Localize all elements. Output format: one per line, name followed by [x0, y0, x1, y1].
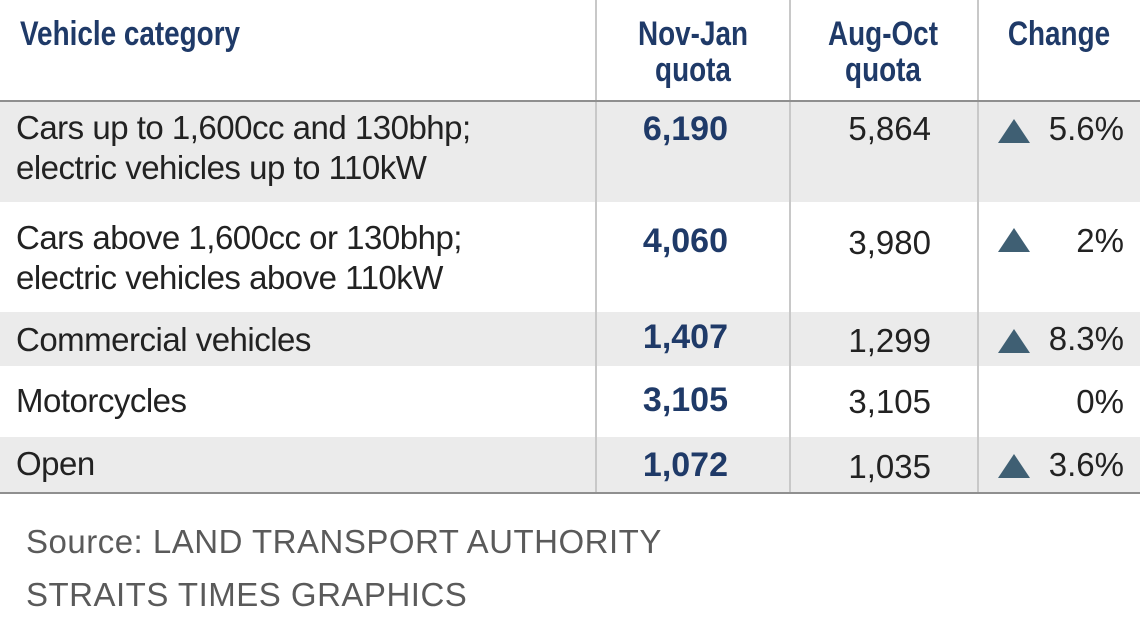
change-value: 2%: [1076, 222, 1124, 259]
quota-table: Vehicle category Nov-Jan quota Aug-Oct q…: [0, 0, 1140, 494]
row-stripe: [0, 102, 1140, 202]
row-category-line2: electric vehicles above 110kW: [16, 259, 443, 296]
change-value: 0%: [1076, 383, 1124, 420]
row-category-line1: Cars above 1,600cc or 130bhp;: [16, 219, 462, 256]
aug-oct-value: 1,035: [848, 448, 931, 485]
row-category-line1: Commercial vehicles: [16, 321, 311, 358]
change-value: 3.6%: [1048, 446, 1124, 483]
nov-jan-value: 1,072: [642, 446, 728, 484]
nov-jan-value: 4,060: [642, 222, 728, 260]
change-value: 5.6%: [1048, 110, 1124, 147]
column-divider: [595, 0, 597, 494]
aug-oct-value: 3,980: [848, 224, 931, 261]
column-divider: [977, 0, 979, 494]
aug-oct-value: 1,299: [848, 322, 931, 359]
source-credit: Source: LAND TRANSPORT AUTHORITY: [26, 523, 662, 560]
aug-oct-value: 5,864: [848, 110, 931, 147]
row-category-line2: electric vehicles up to 110kW: [16, 149, 427, 186]
nov-jan-value: 3,105: [642, 381, 728, 419]
row-stripe: [0, 437, 1140, 492]
header-rule: [0, 100, 1140, 102]
change-value: 8.3%: [1048, 320, 1124, 357]
row-category: Open: [16, 444, 586, 484]
row-category-line1: Cars up to 1,600cc and 130bhp;: [16, 109, 471, 146]
up-triangle-icon: [998, 119, 1030, 143]
up-triangle-icon: [998, 454, 1030, 478]
table-bottom-rule: [0, 492, 1140, 494]
row-category-line1: Motorcycles: [16, 382, 187, 419]
header-aug-oct-line1: Aug-Oct: [828, 15, 938, 53]
header-aug-oct-line2: quota: [845, 51, 921, 89]
row-stripe: [0, 312, 1140, 366]
header-nov-jan-line2: quota: [655, 51, 731, 89]
aug-oct-value: 3,105: [848, 383, 931, 420]
header-change: Change: [1007, 15, 1111, 53]
row-category: Motorcycles: [16, 381, 586, 421]
row-category: Cars up to 1,600cc and 130bhp; electric …: [16, 108, 586, 188]
header-nov-jan-line1: Nov-Jan: [637, 15, 748, 53]
graphics-credit: STRAITS TIMES GRAPHICS: [26, 576, 468, 613]
column-divider: [789, 0, 791, 494]
nov-jan-value: 6,190: [642, 110, 728, 148]
up-triangle-icon: [998, 228, 1030, 252]
header-aug-oct-quota: Aug-Oct quota: [803, 16, 962, 88]
row-category-line1: Open: [16, 445, 95, 482]
row-category: Cars above 1,600cc or 130bhp; electric v…: [16, 218, 586, 298]
nov-jan-value: 1,407: [642, 318, 728, 356]
header-nov-jan-quota: Nov-Jan quota: [613, 16, 774, 88]
up-triangle-icon: [998, 329, 1030, 353]
header-vehicle-category: Vehicle category: [20, 15, 241, 53]
row-category: Commercial vehicles: [16, 320, 586, 360]
